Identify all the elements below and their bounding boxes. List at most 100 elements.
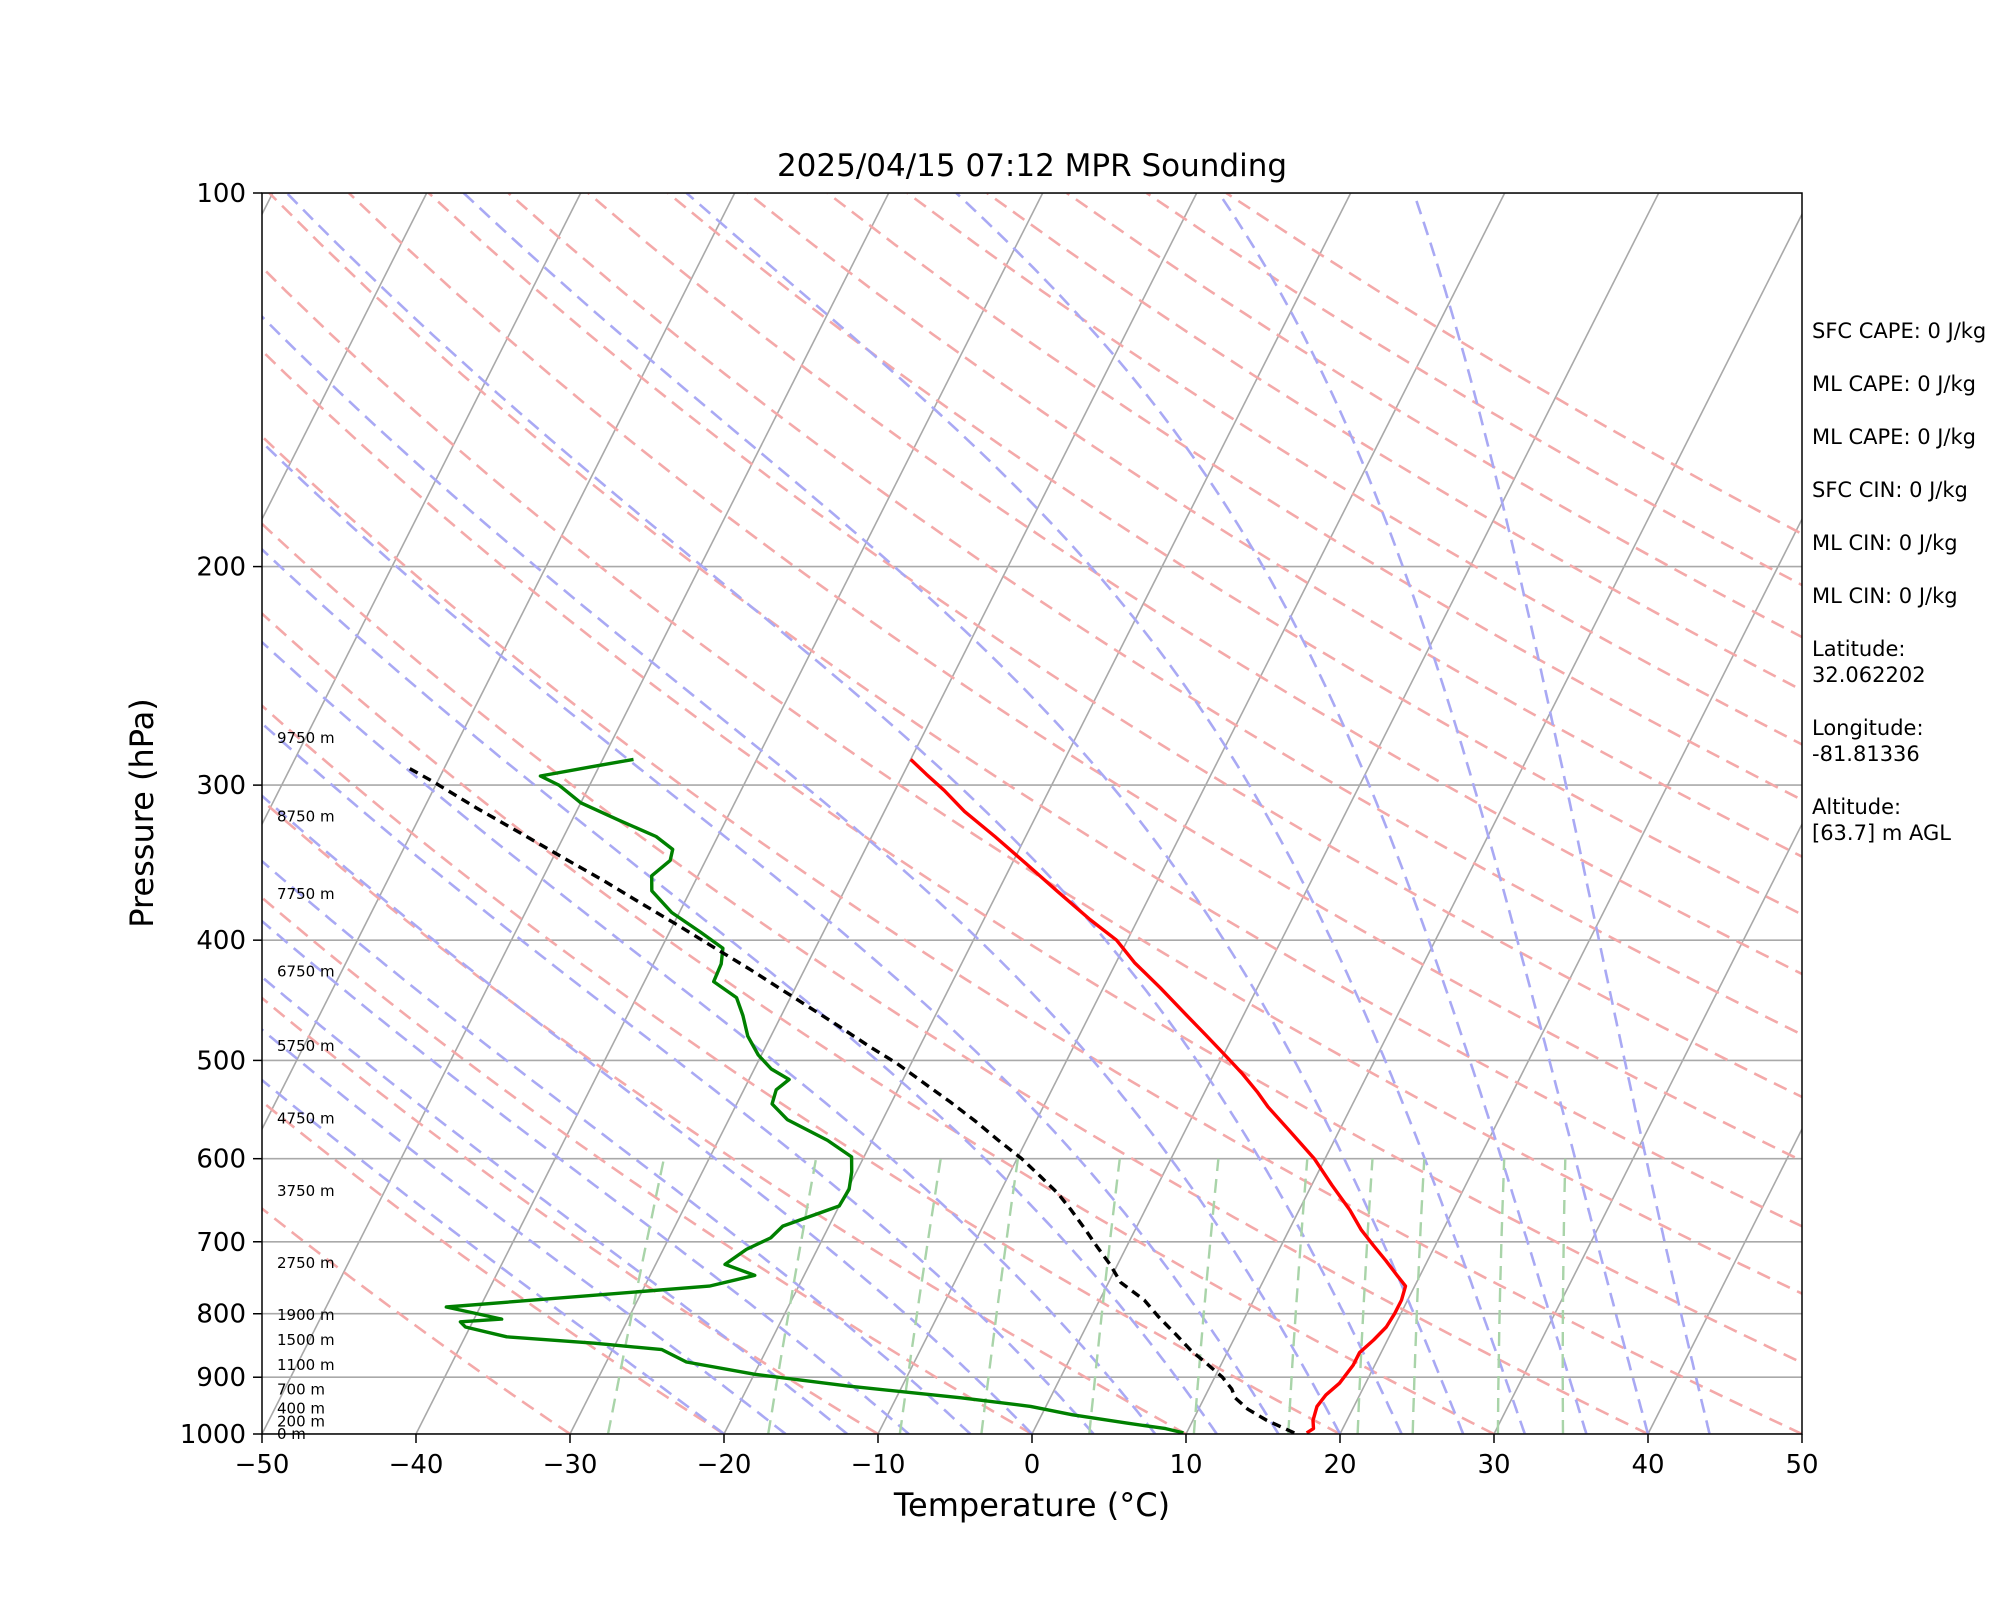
dry-adiabat-line	[262, 704, 1341, 1434]
moist-adiabat-line	[262, 1028, 787, 1434]
isotherm-line	[723, 193, 1352, 1434]
y-tick-label: 1000	[180, 1420, 246, 1450]
y-tick-label: 700	[196, 1228, 246, 1258]
isotherm-line	[262, 193, 582, 826]
isotherm-line	[1185, 212, 1802, 1434]
y-axis-label: Pressure (hPa)	[123, 698, 161, 928]
x-tick-label: 40	[1631, 1450, 1664, 1480]
dry-adiabat-line	[507, 193, 1802, 1037]
y-tick-label: 900	[196, 1363, 246, 1393]
x-tick-label: −10	[851, 1450, 906, 1480]
dry-adiabat-line	[262, 434, 1802, 1434]
temperature-line	[909, 758, 1408, 1434]
ml-cin-text-2: ML CIN: 0 J/kg	[1812, 584, 1958, 608]
dry-adiabat-line	[262, 522, 1649, 1434]
x-tick-label: −40	[389, 1450, 444, 1480]
mixing-ratio-line	[1192, 1158, 1220, 1434]
isotherm-line	[1339, 517, 1802, 1434]
ml-cin-text: ML CIN: 0 J/kg	[1812, 531, 1958, 555]
dry-adiabat-line	[262, 1099, 725, 1434]
ml-cape-text-2: ML CAPE: 0 J/kg	[1812, 425, 1977, 449]
mixing-ratio-line	[1287, 1158, 1309, 1434]
moist-adiabat-line	[262, 547, 1218, 1434]
x-tick-label: 10	[1169, 1450, 1202, 1480]
sfc-cape-text: SFC CAPE: 0 J/kg	[1812, 319, 1987, 343]
moist-adiabat-line	[462, 193, 1465, 1434]
moist-adiabat-line	[955, 193, 1588, 1434]
height-label: 2750 m	[277, 1254, 335, 1272]
moist-adiabat-line	[262, 975, 849, 1434]
moist-adiabat-line	[262, 859, 972, 1434]
dry-adiabat-line	[427, 193, 1802, 1099]
moist-adiabat-line	[262, 919, 910, 1434]
moist-adiabat-line	[262, 721, 1095, 1434]
plot-frame	[261, 192, 1803, 1435]
mixing-ratio-line	[606, 1158, 666, 1434]
y-tick-label: 500	[196, 1046, 246, 1076]
height-label: 5750 m	[277, 1037, 335, 1055]
dry-adiabat-line	[587, 193, 1802, 976]
height-label: 7750 m	[277, 885, 335, 903]
ml-cape-text: ML CAPE: 0 J/kg	[1812, 372, 1977, 396]
y-tick-label: 400	[196, 926, 246, 956]
height-label: 9750 m	[277, 729, 335, 747]
mixing-ratio-line	[767, 1158, 818, 1434]
isotherm-line	[262, 193, 428, 521]
sounding-info-panel: SFC CAPE: 0 J/kg ML CAPE: 0 J/kg ML CAPE…	[1812, 318, 1997, 873]
mixing-ratio-line	[898, 1158, 942, 1434]
x-axis-ticks: −50 −40 −30 −20 −10 0 10 20 30 40 50	[235, 1434, 1819, 1480]
x-tick-label: 20	[1323, 1450, 1356, 1480]
isotherm-line	[262, 193, 890, 1434]
moist-adiabat-line	[262, 640, 1157, 1434]
y-tick-label: 800	[196, 1300, 246, 1330]
x-tick-label: 0	[1024, 1450, 1041, 1480]
chart-title: 2025/04/15 07:12 MPR Sounding	[777, 148, 1287, 184]
height-label: 1900 m	[277, 1306, 335, 1324]
mixing-ratio-line	[1088, 1158, 1121, 1434]
dry-adiabat-line	[667, 193, 1802, 917]
dry-adiabat-line	[262, 265, 1802, 1296]
isotherm-line	[1647, 1127, 1802, 1434]
mixing-ratio-line	[1496, 1158, 1506, 1434]
x-tick-label: −30	[543, 1450, 598, 1480]
moist-adiabat-line	[262, 794, 1033, 1434]
x-tick-label: −50	[235, 1450, 290, 1480]
dewpoint-line	[444, 757, 1184, 1434]
height-label: 3750 m	[277, 1182, 335, 1200]
sfc-cin-text: SFC CIN: 0 J/kg	[1812, 478, 1968, 502]
isotherm-line	[877, 193, 1506, 1434]
height-label: 8750 m	[277, 808, 335, 826]
y-tick-label: 100	[196, 179, 246, 209]
moist-adiabat-line	[262, 1078, 725, 1434]
moist-adiabat-line	[1412, 193, 1711, 1434]
mixing-ratio-line	[1411, 1158, 1426, 1434]
dry-adiabat-line	[268, 193, 1802, 1228]
x-tick-label: −20	[697, 1450, 752, 1480]
height-label: 400 m	[277, 1400, 325, 1418]
isotherm-line	[1493, 822, 1802, 1434]
moist-adiabat-line	[262, 314, 1342, 1434]
height-label: 700 m	[277, 1381, 325, 1399]
height-label: 200 m	[277, 1412, 325, 1430]
y-tick-label: 200	[196, 553, 246, 583]
moist-adiabat-line	[1217, 193, 1650, 1434]
background-lines	[0, 193, 1802, 1434]
x-tick-label: 50	[1785, 1450, 1818, 1480]
sounding-series	[405, 757, 1408, 1434]
isotherm-line	[262, 193, 736, 1131]
y-axis-ticks: 100 200 300 400 500 600 700 800 900 1000	[180, 179, 262, 1450]
mixing-ratio-line	[1356, 1158, 1374, 1434]
dry-adiabat-line	[262, 348, 1802, 1365]
isotherm-line	[0, 193, 119, 1434]
y-tick-label: 600	[196, 1145, 246, 1175]
moist-adiabat-line	[262, 440, 1280, 1434]
dry-adiabat-line	[262, 611, 1495, 1434]
isotherm-line	[569, 193, 1198, 1434]
mixing-ratio-line	[980, 1158, 1020, 1434]
parcel-profile-line	[405, 765, 1296, 1434]
mixing-ratio-line	[1561, 1158, 1567, 1434]
moist-adiabat-line	[285, 193, 1403, 1434]
height-label: 4750 m	[277, 1110, 335, 1128]
altitude-text: Altitude: [63.7] m AGL	[1812, 795, 1951, 845]
